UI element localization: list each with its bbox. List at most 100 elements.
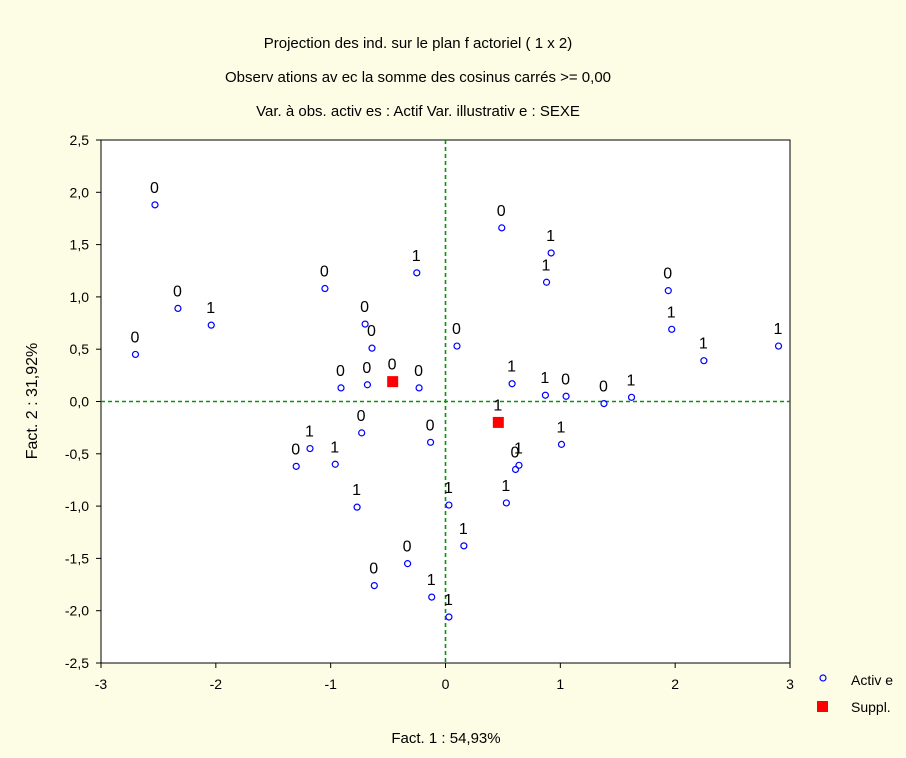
active-point-label: 1 [507,359,516,376]
active-point [363,381,372,389]
active-point [337,384,345,392]
x-axis-label: Fact. 1 : 54,93% [391,730,500,747]
x-tick-label: -2 [210,676,223,692]
active-point [321,284,329,293]
active-point [370,581,378,590]
active-point-label: 1 [444,592,453,609]
active-point [774,342,783,350]
suppl-point [492,416,504,428]
active-point-label: 0 [150,180,159,197]
active-point-label: 0 [426,417,435,434]
active-point [562,392,570,400]
active-point-label: 1 [667,304,676,321]
active-point-label: 0 [497,203,506,220]
legend-active-marker [819,674,827,682]
legend-active-label: Activ e [851,672,893,688]
y-tick-label: 2,0 [70,184,90,200]
active-point [541,391,550,399]
y-tick-label: 1,0 [70,289,90,305]
reference-lines [101,140,790,663]
x-tick-label: 1 [556,676,564,692]
active-point [331,460,339,468]
active-point-label: 0 [403,539,412,556]
active-point-label: 0 [357,408,366,425]
active-point [353,503,361,511]
active-point-label: 0 [130,329,139,346]
active-point-label: 1 [330,439,339,456]
active-point [131,350,140,359]
active-point-label: 0 [360,299,369,316]
active-point-label: 1 [459,521,468,538]
active-point [515,461,523,469]
active-point [460,542,468,550]
legend: Activ e Suppl. [817,672,893,715]
active-point-label: 0 [414,363,423,380]
active-point [361,320,369,328]
x-tick-label: -3 [95,676,108,692]
y-tick-label: -0,5 [65,446,89,462]
active-point [498,224,506,232]
active-point [404,560,412,568]
active-point-label: 0 [320,264,329,281]
active-point [508,380,516,388]
active-point-label: 1 [699,336,708,353]
active-point [600,399,608,408]
y-axis-label: Fact. 2 : 31,92% [24,343,41,460]
active-point-label: 1 [206,300,215,317]
active-point [151,201,159,209]
active-point [174,304,182,313]
active-point [557,440,566,448]
active-point [207,321,215,329]
active-point [664,287,672,295]
active-point-label: 1 [540,370,549,387]
active-point [415,384,423,392]
active-point [445,501,453,509]
active-point-label: 0 [511,444,520,461]
active-point-label: 0 [291,441,300,458]
active-point-label: 1 [546,228,555,245]
active-point [292,462,300,470]
active-point [502,499,510,507]
x-tick-label: -1 [324,676,337,692]
active-point-label: 0 [173,283,182,300]
active-point-label: 1 [556,419,565,436]
x-tick-label: 3 [786,676,794,692]
active-point [358,429,366,437]
active-point [668,325,676,333]
active-point-label: 0 [362,360,371,377]
y-tick-label: 0,5 [70,341,90,357]
active-point [453,342,461,350]
active-point [426,438,435,446]
active-point-label: 0 [599,379,608,396]
active-point-label: 0 [452,321,461,338]
active-point [428,593,436,601]
active-point-label: 0 [369,561,378,578]
suppl-point-label: 0 [388,357,397,374]
y-tick-label: 1,5 [70,237,90,253]
chart-title-line-3: Var. à obs. activ es : Actif Var. illust… [256,103,580,120]
active-point [445,613,453,621]
active-point [306,444,314,453]
chart-title-line-2: Observ ations av ec la somme des cosinus… [225,69,611,86]
active-point [368,344,376,352]
active-point-label: 1 [305,424,314,441]
active-point-label: 1 [412,248,421,265]
suppl-point-label: 1 [493,397,502,414]
active-point-label: 1 [427,572,436,589]
legend-suppl-marker [817,701,828,712]
suppl-point [387,376,399,388]
y-tick-label: 2,5 [70,132,90,148]
active-point-label: 0 [663,266,672,283]
active-point-label: 0 [561,371,570,388]
y-tick-label: 0,0 [70,394,90,410]
active-point-label: 0 [336,363,345,380]
x-tick-label: 2 [671,676,679,692]
active-point [547,249,555,257]
active-point-label: 1 [444,480,453,497]
active-point-label: 1 [627,372,636,389]
active-point [542,278,551,286]
active-point [511,465,520,474]
